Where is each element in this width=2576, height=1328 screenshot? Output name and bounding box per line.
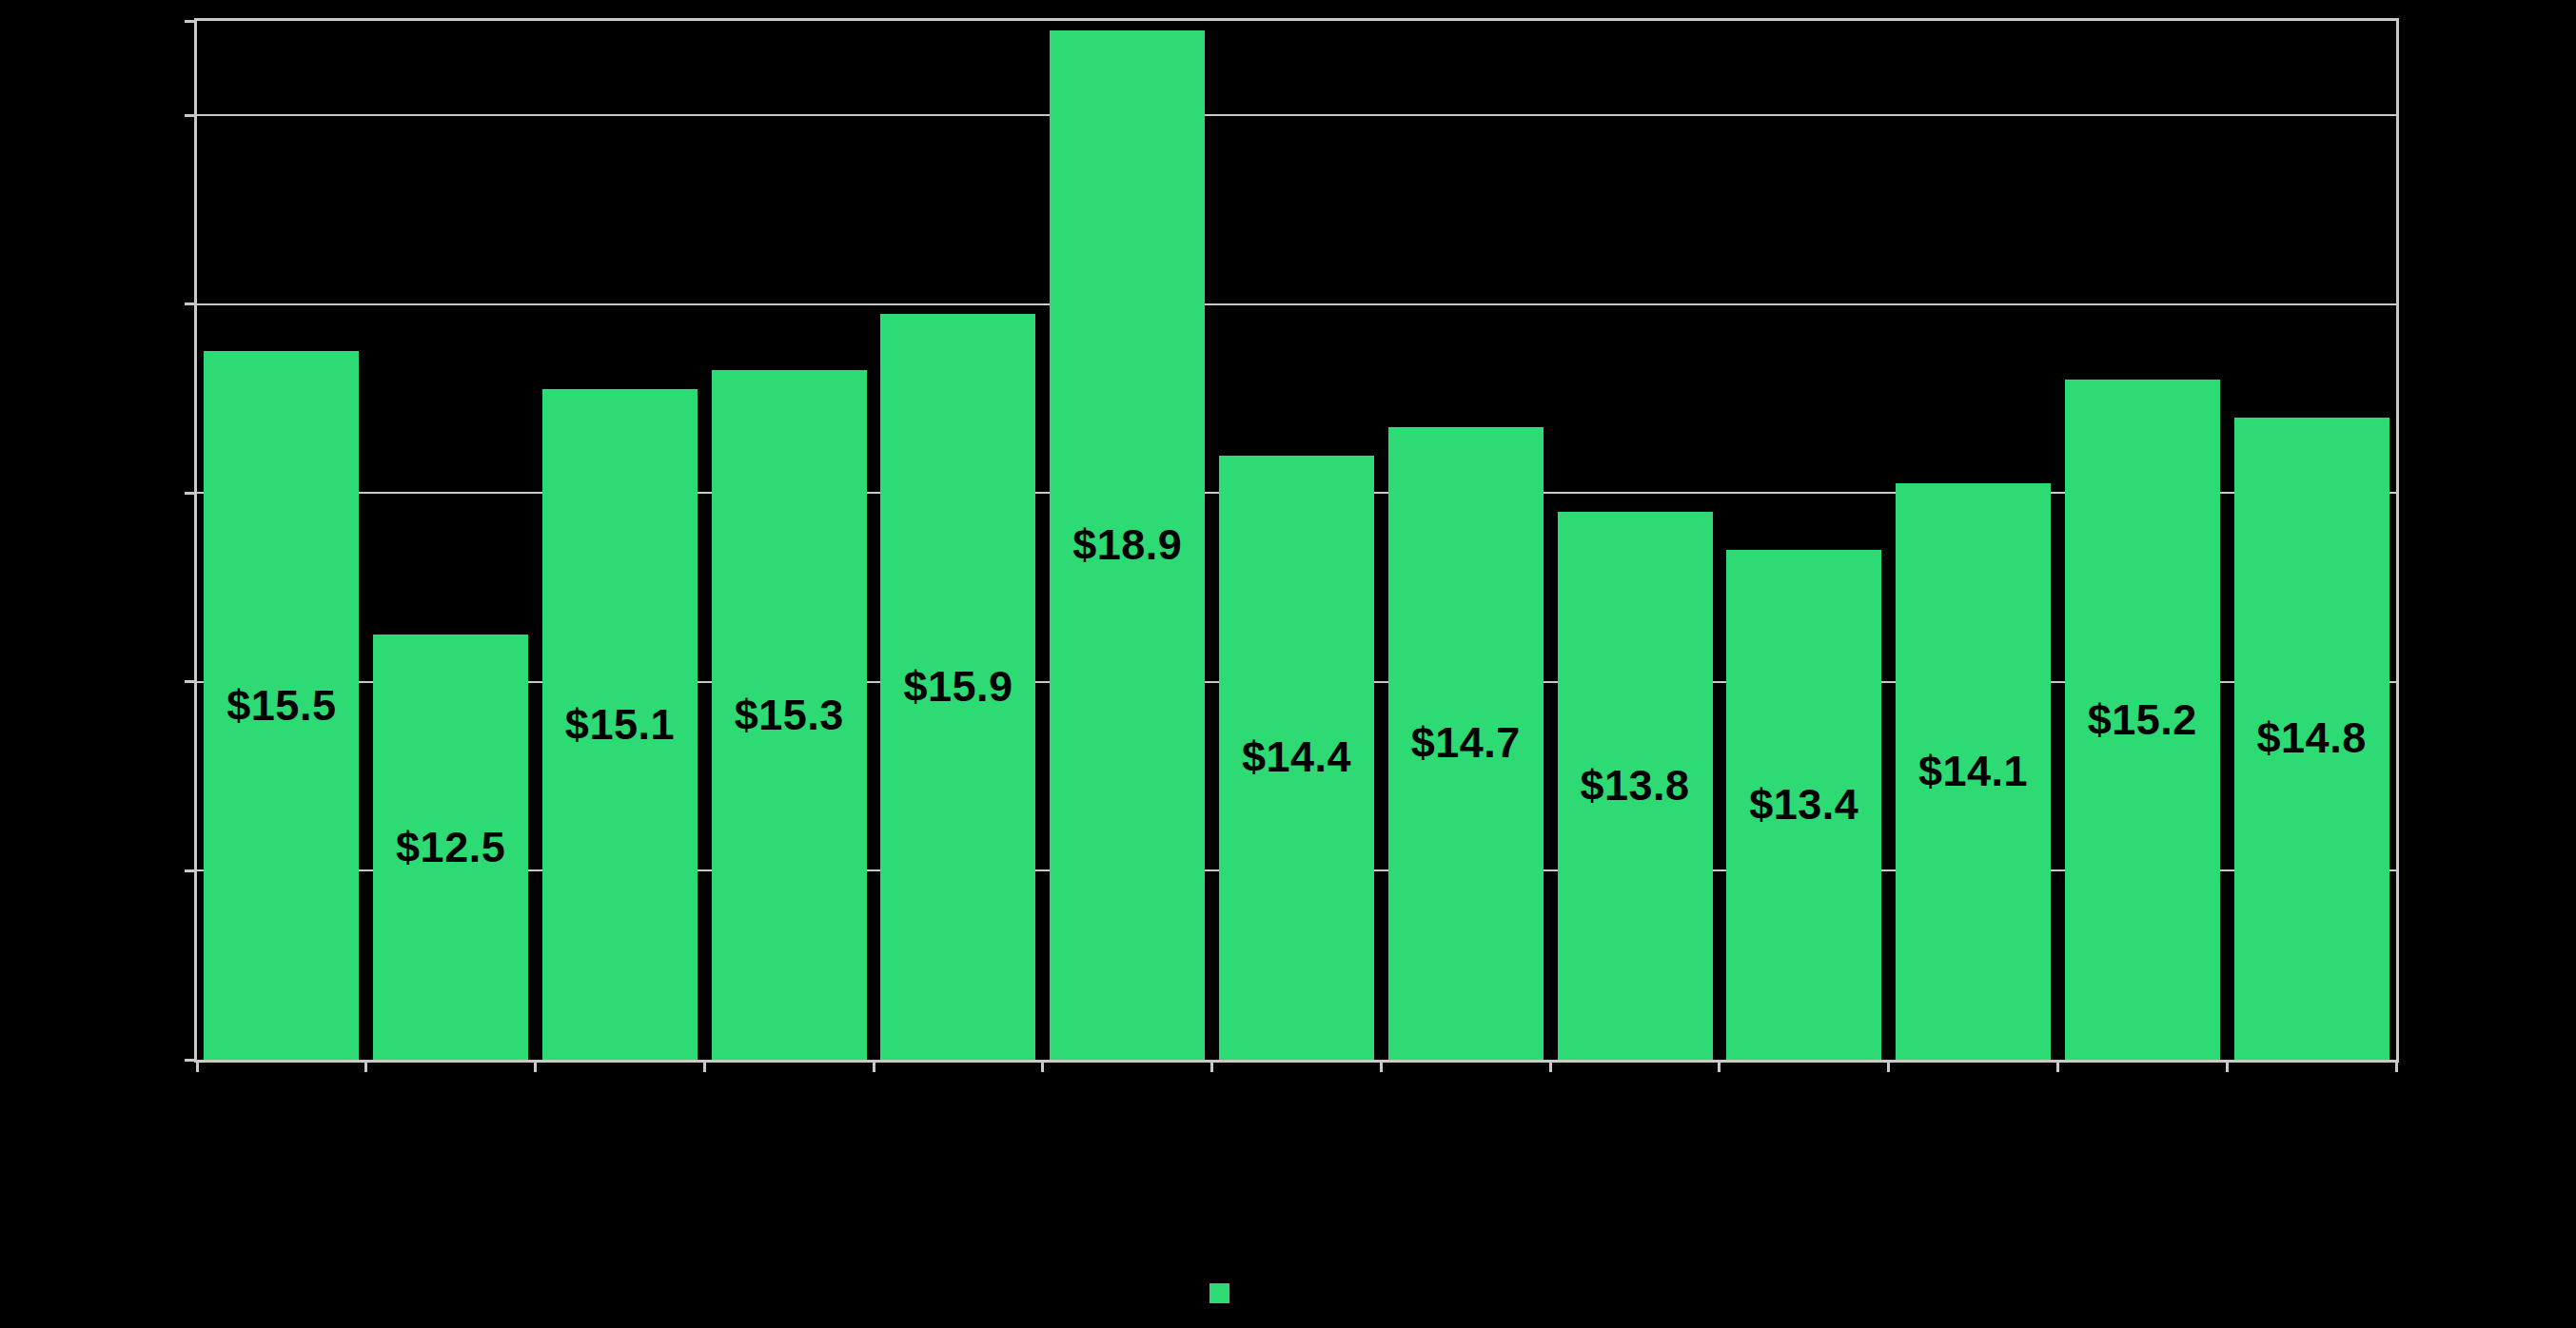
bar: $14.1 <box>1896 483 2051 1060</box>
y-axis-tick <box>185 492 197 495</box>
bar-data-label: $15.2 <box>2065 695 2220 745</box>
bar: $13.8 <box>1558 512 1713 1060</box>
y-axis-tick <box>185 114 197 117</box>
bar: $12.5 <box>373 635 528 1060</box>
x-axis-tick <box>196 1060 199 1072</box>
bar-data-label: $13.4 <box>1726 780 1881 830</box>
x-axis-tick <box>2395 1060 2398 1072</box>
x-axis-tick <box>703 1060 706 1072</box>
y-axis-tick <box>185 303 197 305</box>
bar-data-label: $18.9 <box>1050 520 1205 570</box>
bar-series-layer: $15.5 $12.5 $15.1 $15.3 $15.9 $18.9 $14.4 $14.7… <box>197 21 2396 1060</box>
x-axis-tick <box>534 1060 537 1072</box>
bar-data-label: $14.8 <box>2234 713 2389 763</box>
bar: $15.2 <box>2065 380 2220 1060</box>
bar-data-label: $15.1 <box>542 700 698 750</box>
bar: $15.5 <box>204 351 359 1060</box>
bar-data-label: $15.3 <box>712 691 867 740</box>
legend-series-marker-icon <box>1209 1283 1229 1303</box>
x-axis-tick <box>1887 1060 1890 1072</box>
y-axis-tick <box>185 680 197 683</box>
bar-data-label: $13.8 <box>1558 761 1713 810</box>
y-axis-tick <box>185 869 197 872</box>
x-axis-tick <box>2056 1060 2059 1072</box>
x-axis-tick <box>1380 1060 1383 1072</box>
bar-data-label: $14.1 <box>1896 747 2051 796</box>
y-axis-tick <box>185 20 197 23</box>
plot-area: $15.5 $12.5 $15.1 $15.3 $15.9 $18.9 $14.4 $14.7… <box>194 18 2399 1063</box>
bar: $15.1 <box>542 389 698 1060</box>
bar: $14.4 <box>1219 456 1374 1060</box>
bar: $13.4 <box>1726 550 1881 1060</box>
bar: $14.8 <box>2234 418 2389 1060</box>
x-axis-tick <box>364 1060 367 1072</box>
bar-data-label: $14.7 <box>1388 718 1544 768</box>
x-axis-tick <box>2226 1060 2229 1072</box>
bar-data-label: $14.4 <box>1219 732 1374 782</box>
chart-legend <box>1209 1283 1229 1303</box>
bar-data-label: $15.9 <box>880 662 1035 712</box>
x-axis-tick <box>1041 1060 1044 1072</box>
x-axis-tick <box>1718 1060 1721 1072</box>
bar: $15.3 <box>712 370 867 1060</box>
x-axis-tick <box>1549 1060 1552 1072</box>
x-axis-tick <box>873 1060 875 1072</box>
bar-data-label: $12.5 <box>373 823 528 872</box>
bar: $15.9 <box>880 314 1035 1060</box>
chart-canvas: $15.5 $12.5 $15.1 $15.3 $15.9 $18.9 $14.4 $14.7… <box>0 0 2576 1328</box>
bar: $14.7 <box>1388 427 1544 1060</box>
bar-data-label: $15.5 <box>204 681 359 731</box>
x-axis-tick <box>1210 1060 1213 1072</box>
bar: $18.9 <box>1050 30 1205 1060</box>
